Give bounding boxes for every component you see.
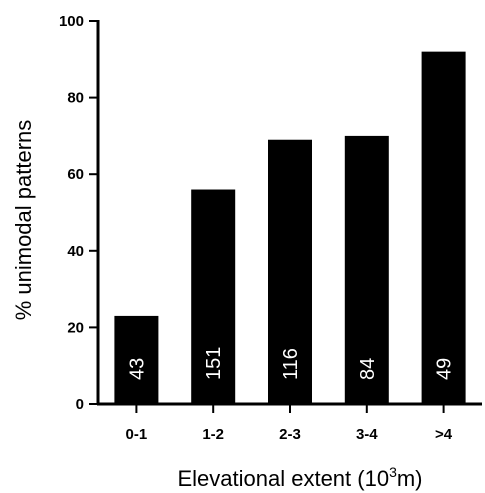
x-tick-label: 0-1 xyxy=(126,426,148,443)
y-tick-label: 80 xyxy=(67,90,84,107)
y-tick-label: 60 xyxy=(67,166,84,183)
y-ticks-group: 0 20 40 60 80 100 xyxy=(59,13,98,413)
bar-sample-size-label: 84 xyxy=(357,358,379,380)
x-tick-label: 3-4 xyxy=(356,426,378,443)
bar-sample-size-label: 49 xyxy=(434,358,456,380)
bar->4 xyxy=(421,51,466,404)
bar-sample-size-label: 43 xyxy=(126,358,148,380)
x-axis-title-superscript: 3 xyxy=(389,464,397,480)
bar-labels-group: 43 151 116 84 49 xyxy=(126,347,455,380)
x-axis-title-main: Elevational extent (10 xyxy=(177,466,389,491)
x-axis-title-suffix: m) xyxy=(397,466,423,491)
bar-sample-size-label: 151 xyxy=(203,347,225,380)
y-tick-label: 20 xyxy=(67,319,84,336)
x-ticks-group: 0-1 1-2 2-3 3-4 >4 xyxy=(126,404,453,443)
bar-2-3 xyxy=(268,139,312,405)
y-tick-label: 40 xyxy=(67,243,84,260)
y-axis-title: % unimodal patterns xyxy=(11,120,36,321)
x-tick-label: 2-3 xyxy=(279,426,301,443)
bars-group xyxy=(114,51,466,405)
x-tick-label: >4 xyxy=(435,426,453,443)
y-tick-label: 100 xyxy=(59,13,84,30)
bar-0-1 xyxy=(114,315,159,404)
x-tick-label: 1-2 xyxy=(202,426,224,443)
x-axis-title: Elevational extent (103m) xyxy=(177,464,422,491)
y-tick-label: 0 xyxy=(76,396,84,413)
bar-1-2 xyxy=(191,189,236,404)
bar-sample-size-label: 116 xyxy=(280,348,302,380)
bar-3-4 xyxy=(344,135,389,404)
